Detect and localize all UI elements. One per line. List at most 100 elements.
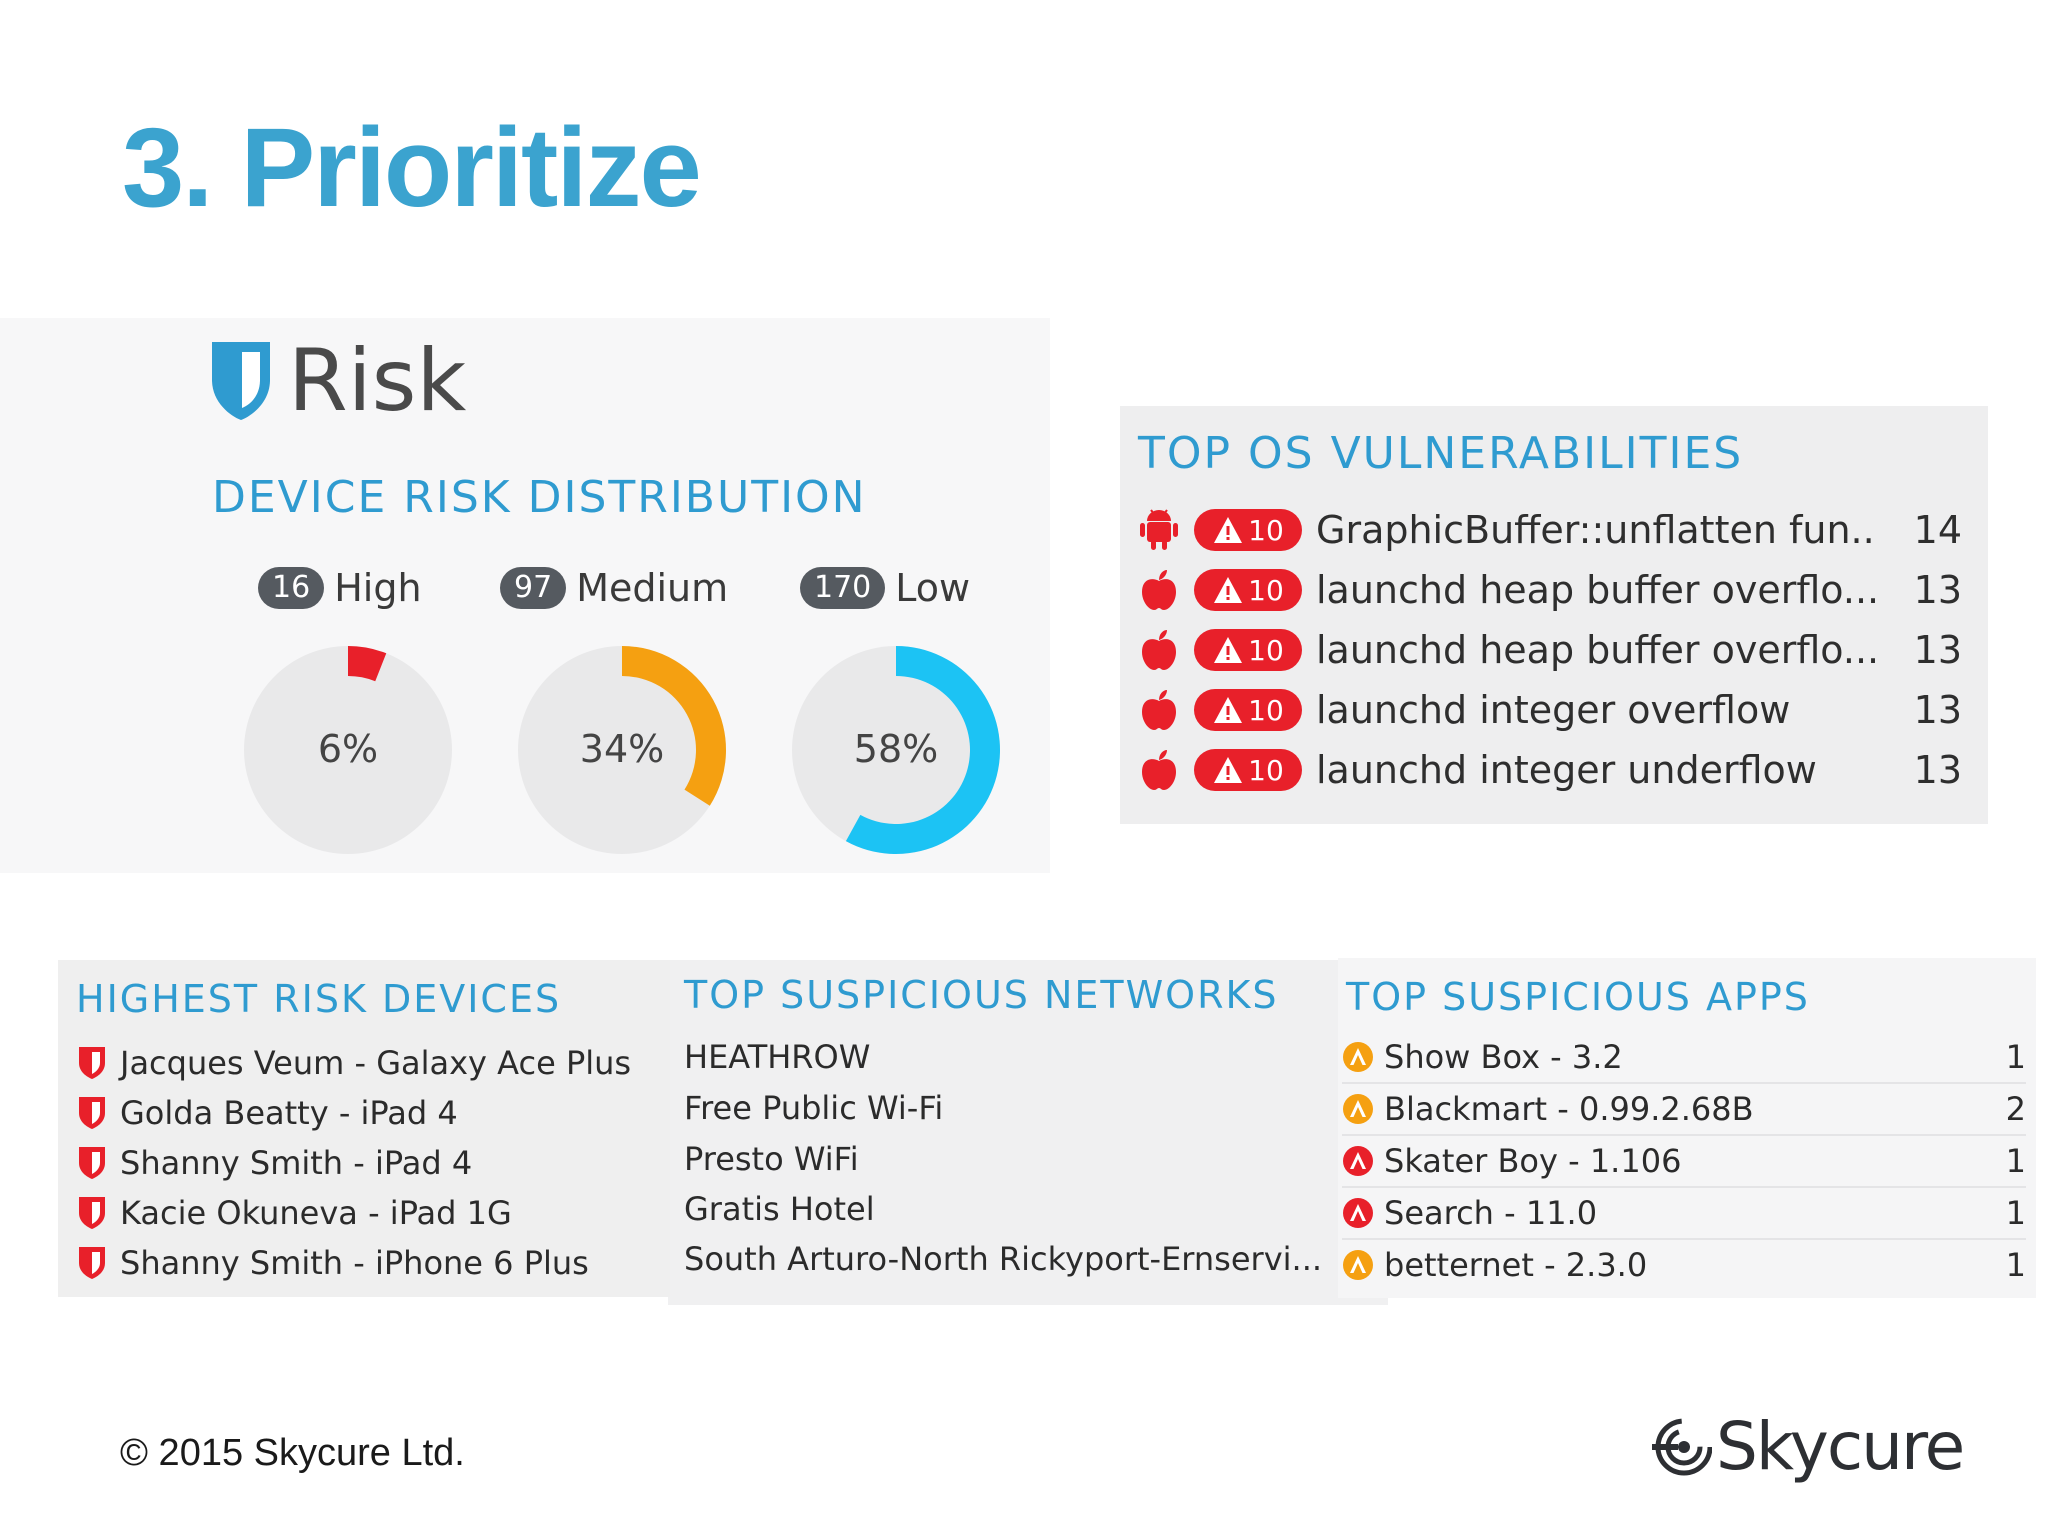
suspicious-networks-title: TOP SUSPICIOUS NETWORKS [684,973,1279,1017]
vulnerability-row[interactable]: 10 launchd heap buffer overflo... 13 [1138,562,1968,618]
severity-badge: 10 [1194,509,1302,551]
warning-icon [1214,697,1243,723]
suspicious-networks-panel [668,960,1388,1305]
app-risk-medium-icon [1343,1250,1373,1280]
network-item[interactable]: South Arturo-North Rickyport-Ernservi... [684,1240,1323,1278]
device-risk-distribution-title: DEVICE RISK DISTRIBUTION [212,472,867,523]
donut-low[interactable]: 58% [786,640,1006,860]
device-name: Shanny Smith - iPhone 6 Plus [120,1244,589,1282]
app-risk-high-icon [1343,1198,1373,1228]
network-item[interactable]: HEATHROW [684,1038,871,1076]
suspicious-apps-title: TOP SUSPICIOUS APPS [1346,975,1810,1019]
vulnerability-row[interactable]: 10 launchd integer overflow 13 [1138,682,1968,738]
copyright-notice: © 2015 Skycure Ltd. [120,1432,465,1474]
device-item[interactable]: Shanny Smith - iPhone 6 Plus [78,1240,589,1286]
apple-icon [1142,570,1176,610]
risk-level-label: High [334,566,422,610]
app-item[interactable]: Search - 11.0 1 [1342,1188,2026,1240]
app-risk-high-icon [1343,1146,1373,1176]
app-risk-medium-icon [1343,1094,1373,1124]
shield-icon [79,1147,105,1179]
device-item[interactable]: Kacie Okuneva - iPad 1G [78,1190,512,1236]
severity-badge: 10 [1194,569,1302,611]
android-icon [1140,509,1178,550]
app-name: Blackmart - 0.99.2.68B [1384,1090,1754,1128]
warning-icon [1214,577,1243,603]
severity-value: 10 [1248,573,1284,607]
vulnerability-name: launchd heap buffer overflo... [1316,568,1876,612]
donut-arc [348,646,387,682]
vulnerability-row[interactable]: 10 GraphicBuffer::unflatten fun... 14 [1138,502,1968,558]
donut-percent-label: 34% [580,727,664,771]
donut-medium[interactable]: 34% [512,640,732,860]
app-count: 2 [2005,1090,2026,1128]
risk-level-label: Low [895,566,971,610]
risk-level-high[interactable]: 16 High [258,566,422,610]
app-name: betternet - 2.3.0 [1384,1246,1648,1284]
vulnerability-name: launchd heap buffer overflo... [1316,628,1876,672]
severity-badge: 10 [1194,749,1302,791]
count-badge: 16 [258,567,325,609]
vulnerability-count: 13 [1913,628,1962,672]
device-item[interactable]: Golda Beatty - iPad 4 [78,1090,458,1136]
network-item[interactable]: Gratis Hotel [684,1190,875,1228]
device-item[interactable]: Shanny Smith - iPad 4 [78,1140,472,1186]
apple-icon [1142,750,1176,790]
donut-percent-label: 6% [318,727,378,771]
device-name: Shanny Smith - iPad 4 [120,1144,473,1182]
severity-value: 10 [1248,753,1284,787]
app-name: Show Box - 3.2 [1384,1038,1623,1076]
warning-icon [1214,757,1243,783]
donut-percent-label: 58% [854,727,938,771]
app-item[interactable]: Show Box - 3.2 1 [1342,1032,2026,1084]
risk-shield-icon [212,342,270,420]
app-item[interactable]: Skater Boy - 1.106 1 [1342,1136,2026,1188]
risk-level-low[interactable]: 170 Low [800,566,970,610]
vulnerability-count: 13 [1913,568,1962,612]
app-count: 1 [2005,1246,2026,1284]
device-item[interactable]: Jacques Veum - Galaxy Ace Plus [78,1040,631,1086]
highest-risk-devices-panel [58,960,670,1297]
slide-title: 3. Prioritize [122,105,702,230]
donut-arc [622,646,726,806]
vulnerability-name: launchd integer underflow [1316,748,1817,792]
vulnerability-count: 13 [1913,688,1962,732]
severity-value: 10 [1248,693,1284,727]
network-item[interactable]: Presto WiFi [684,1140,859,1178]
severity-value: 10 [1248,513,1284,547]
vulnerability-count: 14 [1913,508,1962,552]
app-count: 1 [2005,1142,2026,1180]
vulnerability-count: 13 [1913,748,1962,792]
apple-icon [1142,690,1176,730]
skycure-logo-icon [1652,1418,1712,1475]
risk-level-label: Medium [576,566,729,610]
app-count: 1 [2005,1038,2026,1076]
network-item[interactable]: Free Public Wi-Fi [684,1089,944,1127]
severity-value: 10 [1248,633,1284,667]
vulnerability-name: GraphicBuffer::unflatten fun... [1316,508,1876,552]
skycure-logo: Skycure [1650,1408,1965,1485]
risk-level-medium[interactable]: 97 Medium [500,566,728,610]
highest-risk-devices-title: HIGHEST RISK DEVICES [76,977,562,1021]
severity-badge: 10 [1194,689,1302,731]
vulnerability-row[interactable]: 10 launchd integer underflow 13 [1138,742,1968,798]
vulnerability-name: launchd integer overflow [1316,688,1791,732]
shield-icon [79,1197,105,1229]
suspicious-apps-panel [1338,958,2036,1298]
vulnerability-row[interactable]: 10 launchd heap buffer overflo... 13 [1138,622,1968,678]
device-name: Jacques Veum - Galaxy Ace Plus [120,1044,632,1082]
warning-icon [1214,517,1243,543]
app-item[interactable]: betternet - 2.3.0 1 [1342,1240,2026,1290]
app-count: 1 [2005,1194,2026,1232]
app-name: Skater Boy - 1.106 [1384,1142,1682,1180]
donut-high[interactable]: 6% [238,640,458,860]
os-vulnerabilities-title: TOP OS VULNERABILITIES [1138,428,1744,479]
risk-heading: Risk [288,331,467,431]
shield-icon [79,1097,105,1129]
severity-badge: 10 [1194,629,1302,671]
app-risk-medium-icon [1343,1042,1373,1072]
count-badge: 170 [800,567,886,609]
app-item[interactable]: Blackmart - 0.99.2.68B 2 [1342,1084,2026,1136]
apple-icon [1142,630,1176,670]
device-name: Kacie Okuneva - iPad 1G [120,1194,512,1232]
